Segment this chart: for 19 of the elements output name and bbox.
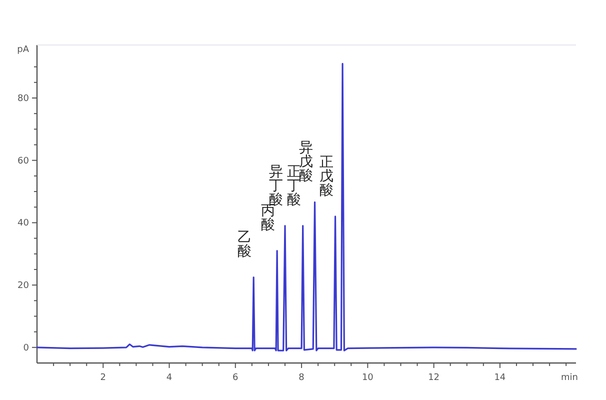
x-tick-label: 4 bbox=[166, 373, 172, 383]
line-series bbox=[36, 62, 577, 352]
y-tick-label: 20 bbox=[18, 281, 30, 292]
x-tick-label: 6 bbox=[232, 373, 239, 383]
y-tick-label: 60 bbox=[18, 156, 30, 166]
x-tick-label: 12 bbox=[428, 373, 440, 383]
annotation: 异戊酸 bbox=[298, 140, 313, 184]
x-tick-label: 2 bbox=[100, 373, 106, 383]
x-axis-title: min bbox=[561, 373, 578, 383]
annotation: 乙酸 bbox=[238, 229, 252, 260]
y-tick-label: 80 bbox=[18, 94, 30, 104]
annotation: 正丁酸 bbox=[286, 164, 301, 208]
x-tick-label: 8 bbox=[298, 373, 305, 383]
y-tick-label: 40 bbox=[18, 218, 30, 229]
y-axis-title: pA bbox=[17, 45, 30, 55]
y-tick-label: 0 bbox=[23, 343, 30, 354]
x-tick-label: 14 bbox=[494, 373, 506, 383]
x-tick-label: 10 bbox=[362, 373, 374, 383]
annotation: 正戊酸 bbox=[319, 154, 334, 198]
